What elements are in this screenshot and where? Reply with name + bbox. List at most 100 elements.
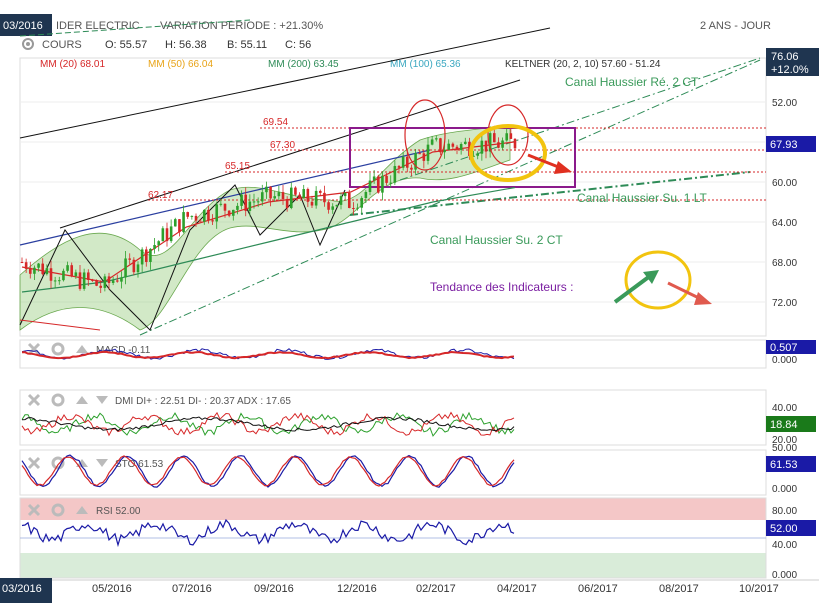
candle (273, 196, 277, 199)
candle (182, 212, 185, 233)
close-icon[interactable] (27, 342, 41, 356)
candle (260, 192, 264, 202)
red-trend-line (19, 319, 101, 331)
gear-icon[interactable] (51, 393, 65, 407)
candle (513, 138, 517, 149)
channel-line-mid (59, 79, 521, 229)
price-tick: 64.00 (772, 218, 797, 229)
ellipse-yellow (469, 124, 547, 182)
candle (277, 192, 281, 197)
consolidation-box (349, 127, 576, 188)
move-up-icon[interactable] (76, 396, 88, 404)
price-grid (20, 101, 766, 303)
legend-mm100[interactable]: MM (100) 65.36 (390, 59, 461, 70)
level-6515: 65.15 (225, 161, 250, 172)
settings-icon[interactable] (22, 38, 34, 50)
rsi-badge-value: 52.00 (770, 523, 798, 535)
quote-close: C: 56 (285, 39, 311, 51)
trend-circle (624, 250, 692, 310)
channel-su2-line (139, 59, 761, 336)
dmi-label: DMI DI+ : 22.51 DI- : 20.37 ADX : 17.65 (115, 396, 291, 407)
legend-mm20[interactable]: MM (20) 68.01 (40, 59, 105, 70)
candle (194, 215, 198, 221)
ellipse-red-1 (404, 99, 446, 171)
candle (227, 210, 231, 216)
rsi-label: RSI 52.00 (96, 506, 141, 517)
candle (323, 192, 326, 203)
price-tick: 60.00 (772, 178, 797, 189)
candle (492, 133, 496, 143)
top-badge-value: 76.06 (771, 51, 799, 63)
candle (57, 280, 61, 282)
close-icon[interactable] (27, 393, 41, 407)
rsi-tick-80: 80.00 (772, 506, 797, 517)
candle (302, 189, 306, 199)
x-axis: 03/2016 05/2016 07/2016 09/2016 12/2016 02/20… (0, 578, 819, 603)
candle (207, 209, 210, 221)
candle (451, 143, 455, 147)
candle (215, 204, 219, 222)
arrow-up-green-icon (613, 270, 659, 304)
candle (443, 149, 446, 153)
dmi-badge-value: 18.84 (770, 419, 798, 431)
candle (318, 190, 322, 193)
macd-tick: 0.000 (772, 355, 797, 366)
gear-icon[interactable] (51, 503, 65, 517)
candle (347, 192, 351, 209)
candle (434, 138, 438, 140)
candle (385, 175, 388, 183)
move-down-icon[interactable] (96, 459, 108, 467)
period-selector[interactable]: 2 ANS - JOUR (700, 20, 771, 32)
move-up-icon[interactable] (76, 506, 88, 514)
quote-high: H: 56.38 (165, 39, 207, 51)
candle (115, 280, 119, 282)
candle (505, 133, 509, 141)
candle (49, 268, 53, 281)
candle (161, 228, 165, 242)
candle (335, 204, 339, 207)
candle (463, 141, 467, 144)
x-tick-label: 04/2017 (497, 583, 537, 595)
legend-keltner[interactable]: KELTNER (20, 2, 10) 57.60 - 51.24 (505, 59, 661, 70)
sto-panel: STO 61.53 50.00 61.53 0.000 (19, 443, 816, 496)
candle (410, 167, 413, 170)
candle (368, 180, 372, 193)
date-tag: 03/2016 (3, 20, 43, 32)
channel-line-upper (19, 27, 551, 139)
close-icon[interactable] (27, 456, 41, 470)
legend-mm50[interactable]: MM (50) 66.04 (148, 59, 213, 70)
candle (244, 194, 248, 211)
candle (447, 143, 451, 150)
move-down-icon[interactable] (96, 396, 108, 404)
x-tick-label: 06/2017 (578, 583, 618, 595)
sto-label: STO 61.53 (115, 459, 164, 470)
macd-panel: MACD -0.11 0.507 0.000 (19, 339, 816, 369)
close-icon[interactable] (27, 503, 41, 517)
sto-tick-50: 50.00 (772, 443, 797, 454)
candle (397, 166, 401, 168)
zigzag-lines (19, 184, 346, 331)
gear-icon[interactable] (51, 456, 65, 470)
candle (480, 140, 484, 154)
candle (28, 268, 32, 274)
candle (281, 192, 285, 200)
gear-icon[interactable] (51, 342, 65, 356)
canal-su2-label: Canal Haussier Su. 2 CT (430, 233, 563, 247)
move-up-icon[interactable] (76, 345, 88, 353)
x-tick-label: 07/2016 (172, 583, 212, 595)
move-up-icon[interactable] (76, 459, 88, 467)
candle (484, 140, 488, 152)
legend-mm200[interactable]: MM (200) 63.45 (268, 59, 339, 70)
candle (422, 153, 426, 161)
candle (178, 219, 181, 233)
canal-su1-label: Canal Haussier Su. 1 LT (577, 191, 708, 205)
candle (306, 189, 310, 202)
dmi-tick-40: 40.00 (772, 403, 797, 414)
candle (136, 264, 140, 273)
x-tick-label: 10/2017 (739, 583, 779, 595)
rsi-badge (766, 520, 816, 536)
x-start-tag (0, 578, 52, 603)
candle (401, 156, 405, 168)
last-price-badge (766, 136, 816, 152)
sto-badge-value: 61.53 (770, 459, 798, 471)
